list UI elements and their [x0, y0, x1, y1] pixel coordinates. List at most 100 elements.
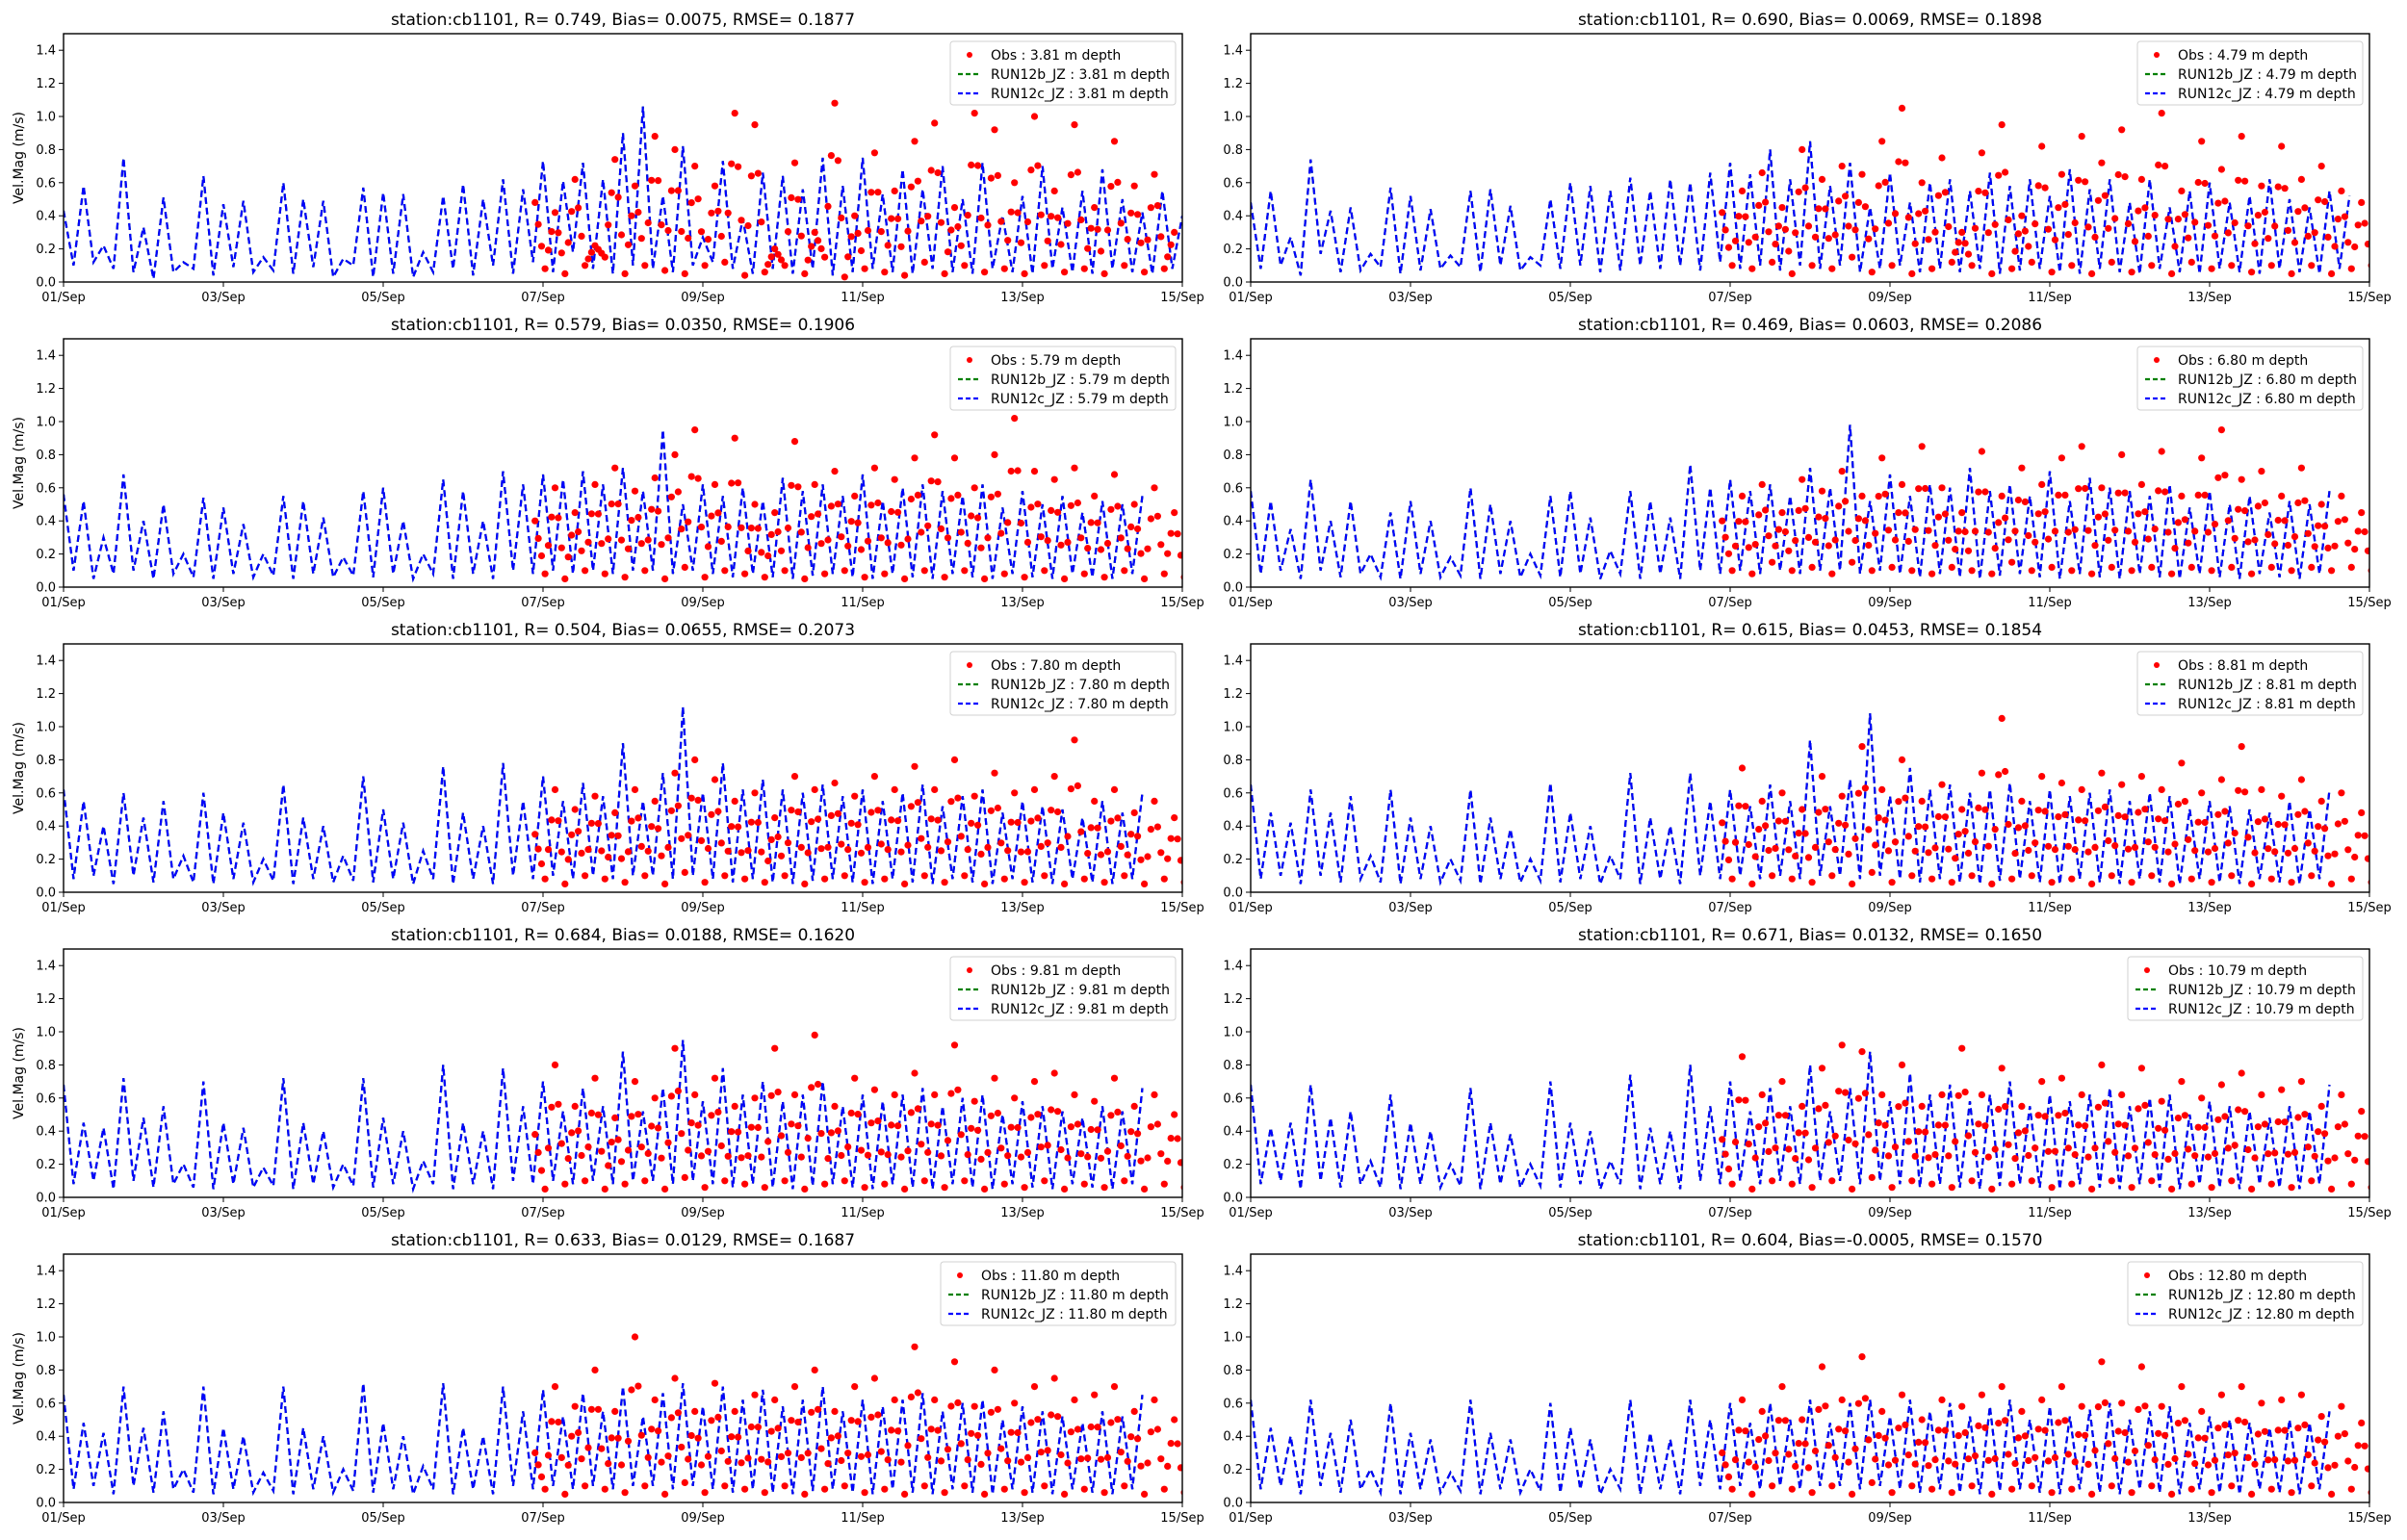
x-tick-label: 15/Sep: [1160, 596, 1204, 610]
obs-point: [644, 1149, 652, 1157]
obs-point: [2168, 1185, 2176, 1193]
y-tick-label: 1.4: [1223, 654, 1243, 669]
obs-point: [641, 1177, 649, 1185]
obs-point: [2311, 1459, 2318, 1467]
obs-point: [931, 1091, 939, 1098]
obs-point: [2178, 759, 2186, 767]
obs-point: [2121, 813, 2129, 821]
series-run12b-line: [64, 1040, 1144, 1194]
obs-point: [1731, 838, 1740, 846]
obs-point: [1157, 849, 1165, 857]
obs-point: [701, 574, 709, 581]
obs-point: [2374, 1452, 2381, 1459]
obs-point: [1023, 848, 1032, 856]
obs-point: [1177, 857, 1182, 864]
obs-point: [2094, 1103, 2102, 1111]
obs-point: [747, 525, 756, 532]
y-tick-label: 1.4: [1223, 349, 1243, 364]
obs-point: [1769, 558, 1776, 566]
obs-point: [771, 1044, 779, 1052]
obs-point: [2105, 1440, 2112, 1448]
obs-point: [2144, 1442, 2152, 1450]
obs-point: [1171, 1416, 1178, 1424]
obs-point: [2241, 1108, 2249, 1116]
obs-point: [2137, 480, 2145, 488]
obs-point: [2161, 1431, 2169, 1439]
obs-point: [2075, 1121, 2083, 1129]
obs-point: [1130, 182, 1138, 190]
y-tick-label: 0.8: [1223, 1364, 1243, 1378]
obs-point: [2101, 1099, 2109, 1107]
obs-point: [1164, 1157, 1172, 1165]
obs-point: [944, 1137, 952, 1144]
obs-point: [827, 1434, 836, 1442]
obs-point: [667, 493, 676, 500]
obs-point: [2324, 852, 2332, 860]
obs-point: [2124, 1458, 2133, 1466]
obs-point: [1130, 500, 1138, 508]
obs-point: [2224, 517, 2232, 525]
obs-point: [2005, 536, 2012, 544]
obs-point: [774, 1424, 782, 1432]
obs-point: [1978, 149, 1985, 157]
obs-point: [651, 474, 659, 482]
y-tick-label: 0.0: [36, 1192, 56, 1206]
obs-point: [961, 1482, 969, 1490]
obs-point: [1117, 1449, 1125, 1456]
obs-point: [968, 161, 975, 168]
obs-point: [1772, 844, 1779, 853]
subplot-title: station:cb1101, R= 0.749, Bias= 0.0075, …: [391, 11, 855, 30]
legend-run12c-label: RUN12c_JZ : 11.80 m depth: [981, 1307, 1168, 1322]
obs-point: [1954, 527, 1962, 535]
obs-point: [2224, 1451, 2232, 1459]
obs-point: [1958, 806, 1966, 813]
obs-point: [637, 235, 645, 243]
obs-point: [1167, 1440, 1175, 1448]
obs-point: [2267, 563, 2275, 572]
obs-point: [957, 1131, 965, 1139]
obs-point: [877, 840, 885, 848]
obs-point: [605, 1162, 612, 1169]
obs-point: [1014, 209, 1022, 217]
obs-point: [2131, 1144, 2139, 1152]
obs-point: [957, 528, 965, 536]
y-tick-label: 1.0: [1223, 1026, 1243, 1040]
obs-point: [551, 1061, 559, 1068]
obs-point: [701, 262, 709, 270]
obs-point: [1995, 771, 2003, 779]
obs-point: [1891, 1456, 1900, 1464]
obs-point: [544, 1451, 553, 1459]
obs-point: [1034, 1416, 1042, 1424]
obs-point: [1114, 178, 1122, 186]
obs-point: [1153, 512, 1161, 520]
obs-point: [2191, 1460, 2199, 1468]
obs-point: [1731, 542, 1740, 550]
obs-point: [815, 237, 822, 244]
obs-point: [1971, 1148, 1980, 1156]
obs-point: [1891, 838, 1900, 846]
obs-point: [2221, 472, 2229, 479]
obs-point: [634, 208, 642, 217]
obs-point: [1978, 448, 1985, 455]
subplot-3: station:cb1101, R= 0.579, Bias= 0.0350, …: [12, 316, 1204, 610]
y-tick-label: 0.4: [36, 1430, 56, 1445]
obs-point: [1071, 1396, 1078, 1403]
subplot-1: station:cb1101, R= 0.749, Bias= 0.0075, …: [12, 11, 1204, 305]
obs-point: [2201, 179, 2209, 188]
obs-point: [2005, 1450, 2012, 1458]
obs-point: [824, 536, 832, 544]
x-tick-label: 01/Sep: [41, 901, 85, 915]
obs-point: [2201, 491, 2209, 499]
subplot-7: station:cb1101, R= 0.684, Bias= 0.0188, …: [12, 926, 1204, 1220]
obs-point: [2178, 1078, 2186, 1086]
obs-point: [1004, 1152, 1012, 1160]
obs-point: [1875, 492, 1882, 500]
obs-point: [937, 847, 945, 855]
obs-point: [724, 209, 732, 217]
obs-point: [1948, 1184, 1955, 1192]
obs-point: [2284, 849, 2292, 857]
obs-point: [1801, 1129, 1809, 1137]
obs-point: [1858, 170, 1866, 178]
obs-point: [2347, 1485, 2355, 1493]
x-tick-label: 13/Sep: [2187, 1511, 2231, 1526]
